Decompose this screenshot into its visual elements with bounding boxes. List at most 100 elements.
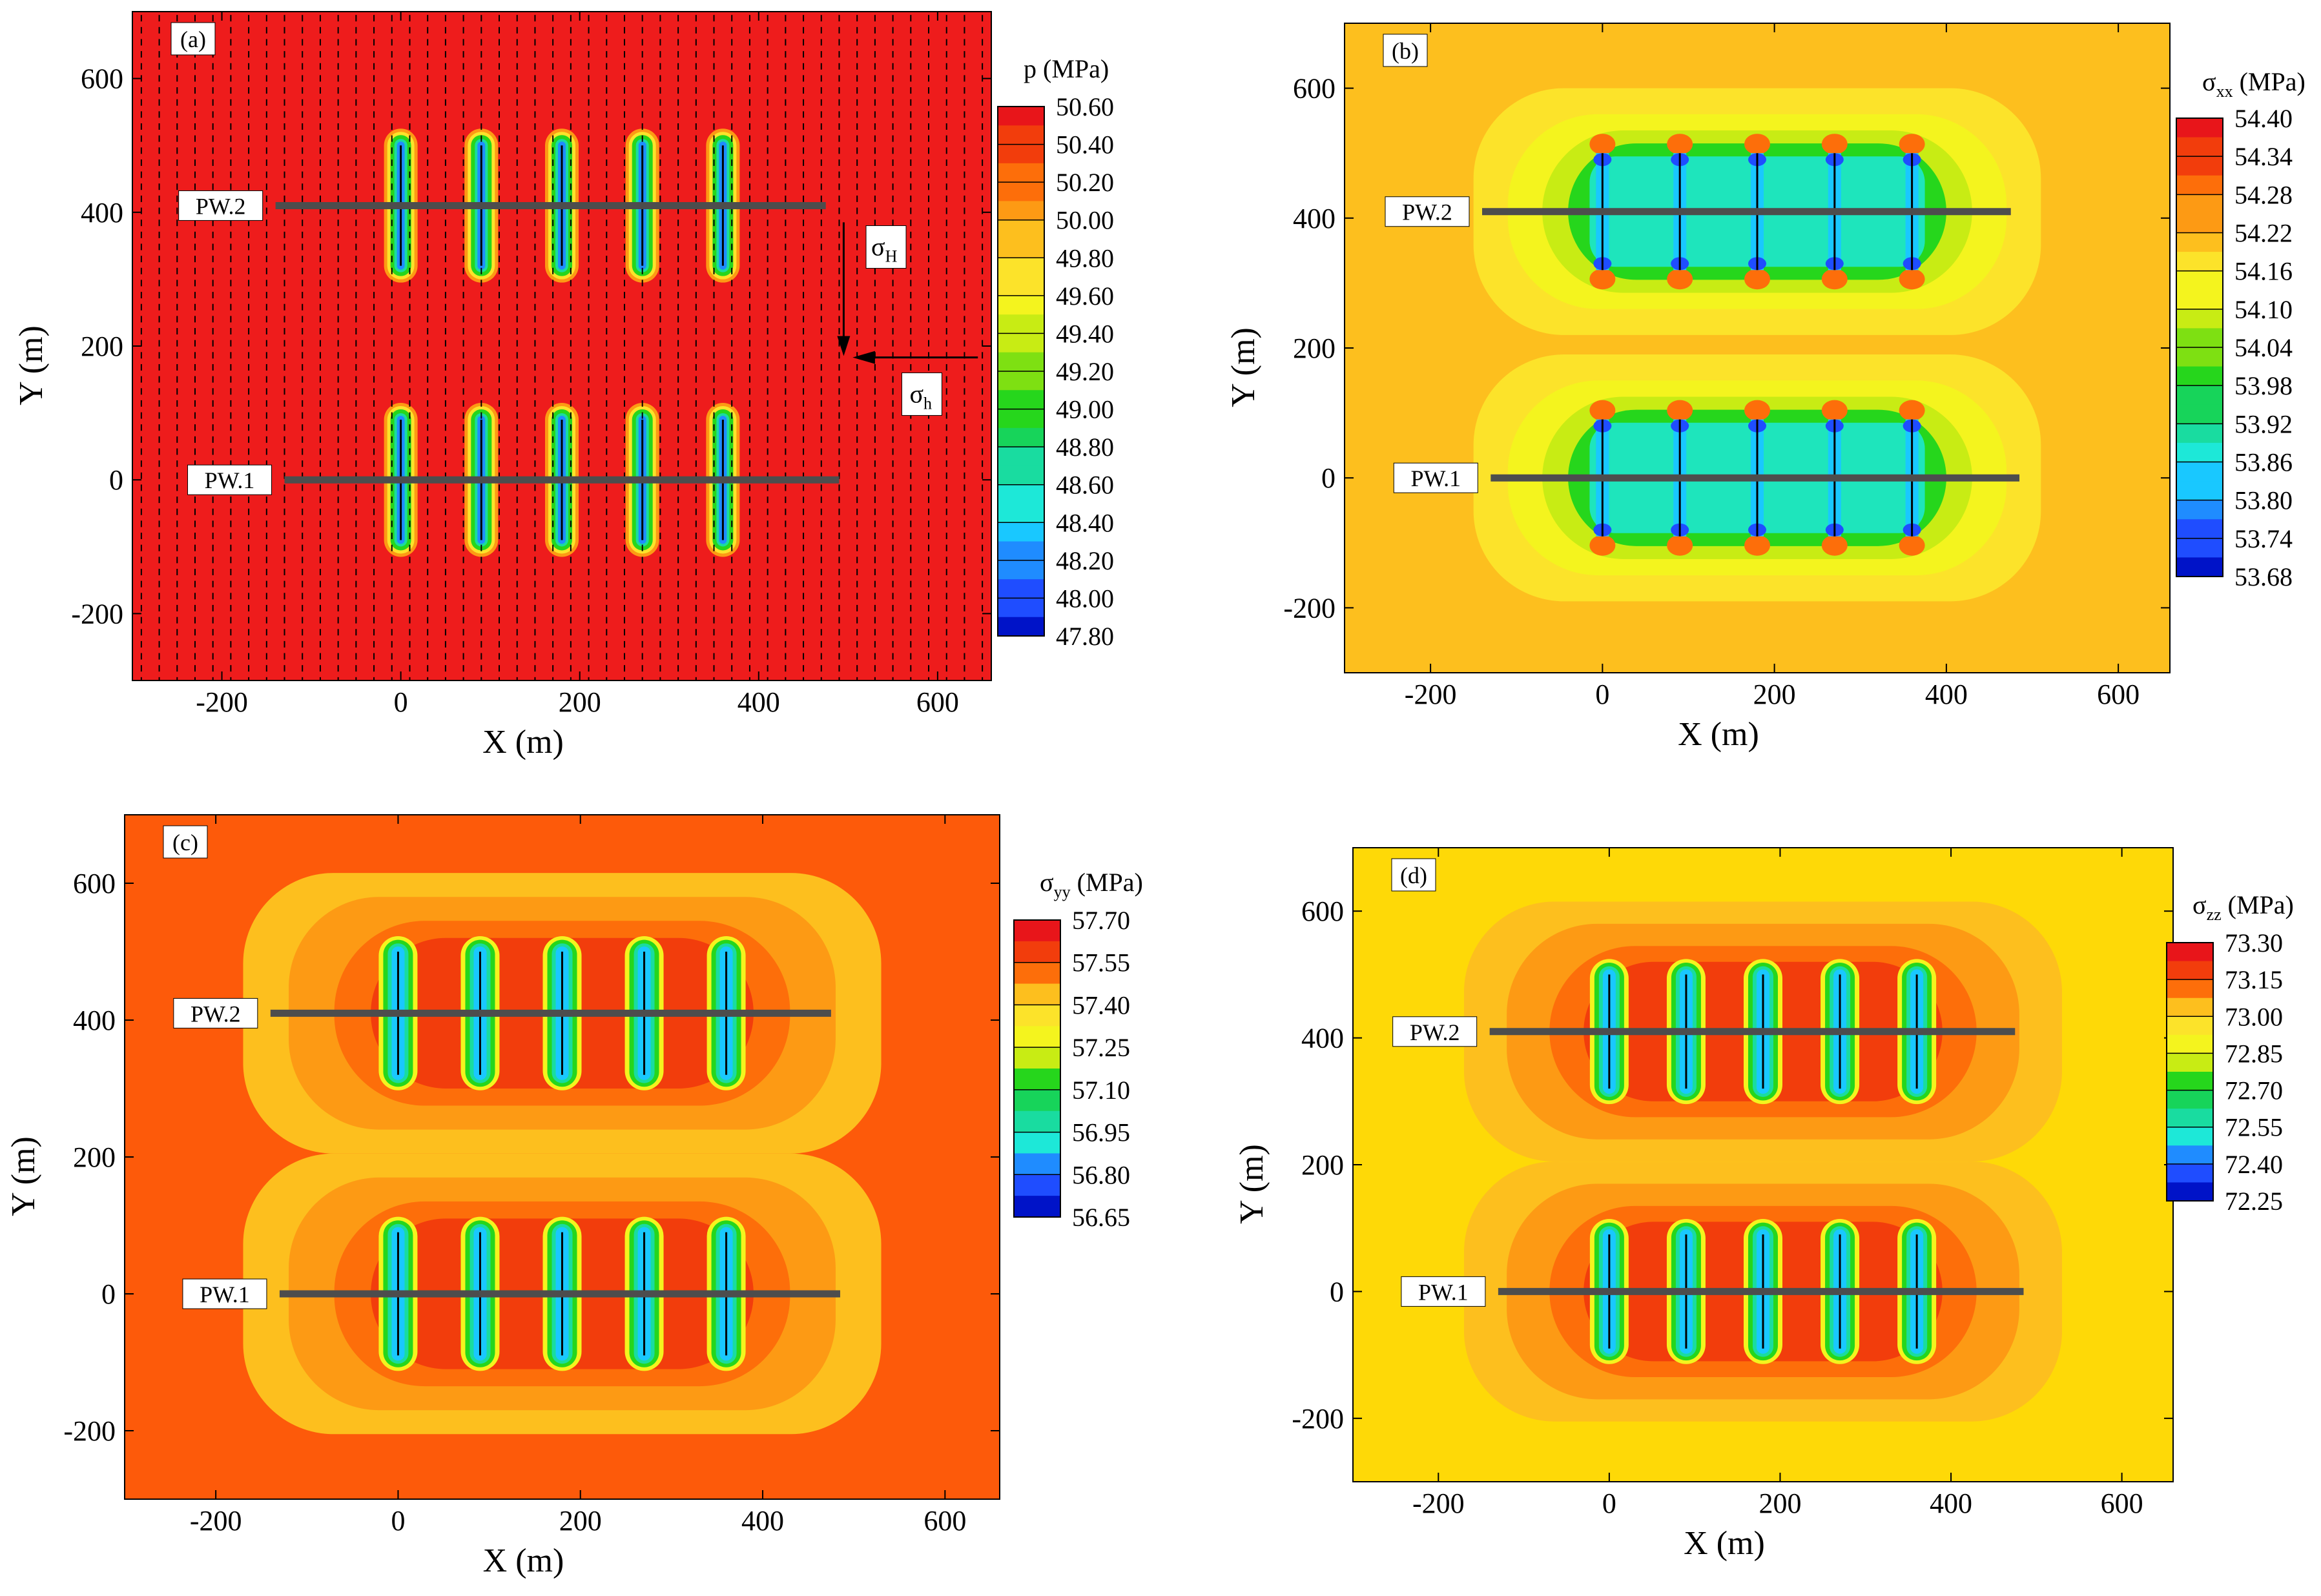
sigma-H-arrowhead xyxy=(837,336,851,356)
x-tick-label: 400 xyxy=(1930,1488,1972,1519)
colorbar-tick-label: 47.80 xyxy=(1056,622,1114,651)
colorbar-title: σyy (MPa) xyxy=(1040,868,1143,901)
colorbar-swatch xyxy=(998,352,1044,372)
colorbar-tick-label: 54.16 xyxy=(2234,257,2293,286)
x-axis-label: X (m) xyxy=(1684,1525,1765,1562)
colorbar-swatch xyxy=(1014,1047,1060,1069)
colorbar-swatch xyxy=(2176,557,2223,577)
colorbar-swatch xyxy=(998,447,1044,467)
colorbar-swatch xyxy=(2176,538,2223,558)
well-label-box xyxy=(173,998,258,1028)
well-label: PW.2 xyxy=(178,190,263,221)
fracture-tip-stress xyxy=(1667,269,1693,290)
colorbar-swatch xyxy=(2176,500,2223,520)
colorbar-tick-label: 49.40 xyxy=(1056,319,1114,348)
colorbar-swatch xyxy=(2167,1034,2213,1054)
x-tick-label: -200 xyxy=(1405,679,1457,710)
colorbar-swatch xyxy=(998,409,1044,429)
colorbar-tick-label: 72.85 xyxy=(2225,1039,2283,1068)
y-tick-label: -200 xyxy=(1283,592,1336,624)
colorbar-tick-label: 54.10 xyxy=(2234,295,2293,324)
colorbar-tick-label: 53.80 xyxy=(2234,486,2293,515)
colorbar-swatch xyxy=(2176,347,2223,367)
y-axis-label: Y (m) xyxy=(1225,327,1262,407)
fracture-tip-stress xyxy=(1899,134,1925,155)
colorbar-swatch xyxy=(1014,1089,1060,1112)
colorbar-tick-label: 53.86 xyxy=(2234,448,2293,477)
x-tick-label: 0 xyxy=(394,686,408,718)
colorbar-swatch xyxy=(2176,462,2223,482)
colorbar-title-main: σ xyxy=(1040,868,1054,897)
x-tick-label: -200 xyxy=(190,1505,242,1537)
well-label-text: PW.2 xyxy=(1402,200,1452,225)
fracture-tip-stress xyxy=(1667,535,1693,556)
colorbar-swatch xyxy=(2167,1163,2213,1183)
colorbar-swatch xyxy=(2167,998,2213,1018)
colorbar-swatch xyxy=(2176,404,2223,425)
colorbar-swatch xyxy=(2176,252,2223,272)
colorbar-title-unit: (MPa) xyxy=(1037,54,1109,83)
fracture-tip-stress xyxy=(1821,269,1848,290)
panel-label-box xyxy=(170,22,216,56)
well-label: PW.1 xyxy=(187,464,273,495)
colorbar-swatch xyxy=(998,504,1044,524)
colorbar-tick-label: 72.40 xyxy=(2225,1150,2283,1179)
panel-label-box xyxy=(163,825,208,859)
colorbar-swatch xyxy=(1014,920,1060,942)
well-label: PW.2 xyxy=(1385,196,1470,227)
y-tick-label: 400 xyxy=(81,197,123,229)
x-tick-label: -200 xyxy=(196,686,248,718)
fracture-tip-stress xyxy=(1821,134,1848,155)
y-axis-label: Y (m) xyxy=(1233,1144,1270,1224)
y-axis-label: Y (m) xyxy=(13,325,50,405)
sigma-H-label-box xyxy=(865,225,907,269)
y-tick-label: 400 xyxy=(73,1005,116,1036)
colorbar-swatch xyxy=(2176,194,2223,214)
colorbar-tick-label: 57.25 xyxy=(1072,1033,1130,1062)
colorbar-tick-label: 54.22 xyxy=(2234,219,2293,248)
colorbar-swatch xyxy=(998,560,1044,580)
well-label-text: PW.1 xyxy=(205,467,255,493)
x-tick-label: 200 xyxy=(559,686,601,718)
x-tick-label: 200 xyxy=(1753,679,1796,710)
colorbar-swatch xyxy=(998,522,1044,542)
colorbar-title-main: σ xyxy=(2192,890,2207,919)
colorbar-swatch xyxy=(2176,213,2223,234)
fracture-tip-stress xyxy=(1744,535,1770,556)
y-tick-label: -200 xyxy=(71,598,123,629)
fracture-tip-stress xyxy=(1821,400,1848,421)
colorbar-swatch xyxy=(2176,290,2223,310)
well-label-text: PW.2 xyxy=(1410,1019,1460,1045)
colorbar-swatch xyxy=(998,144,1044,164)
colorbar-swatch xyxy=(2176,481,2223,501)
well-label: PW.1 xyxy=(182,1278,267,1309)
x-tick-label: -200 xyxy=(1412,1488,1465,1519)
x-tick-label: 600 xyxy=(923,1505,966,1537)
well-label-text: PW.1 xyxy=(1418,1279,1469,1305)
fracture-tip-stress xyxy=(1899,400,1925,421)
y-tick-label: -200 xyxy=(1292,1403,1344,1435)
colorbar-swatch xyxy=(2176,309,2223,329)
colorbar-swatch xyxy=(2176,442,2223,463)
x-tick-label: 0 xyxy=(1595,679,1609,710)
colorbar-title-unit: (MPa) xyxy=(2233,67,2306,96)
well-label-box xyxy=(182,1278,267,1309)
well-label: PW.1 xyxy=(1401,1276,1486,1307)
colorbar-swatch xyxy=(2167,979,2213,999)
well-label-text: PW.2 xyxy=(191,1001,241,1027)
well-label: PW.2 xyxy=(173,998,258,1028)
colorbar-swatch xyxy=(1014,1153,1060,1176)
sigma-h-label-box xyxy=(901,372,942,416)
colorbar-swatch xyxy=(998,466,1044,486)
colorbar-swatch xyxy=(998,541,1044,561)
well-label-box xyxy=(187,464,273,495)
colorbar-tick-label: 72.25 xyxy=(2225,1187,2283,1216)
x-tick-label: 600 xyxy=(916,686,959,718)
colorbar-tick-label: 49.20 xyxy=(1056,357,1114,386)
x-tick-label: 200 xyxy=(559,1505,602,1537)
colorbar-tick-label: 50.40 xyxy=(1056,130,1114,159)
x-axis-label: X (m) xyxy=(1678,716,1759,753)
well-label-box xyxy=(1401,1276,1486,1307)
colorbar-swatch xyxy=(1014,1174,1060,1197)
well-label: PW.1 xyxy=(1393,462,1478,493)
